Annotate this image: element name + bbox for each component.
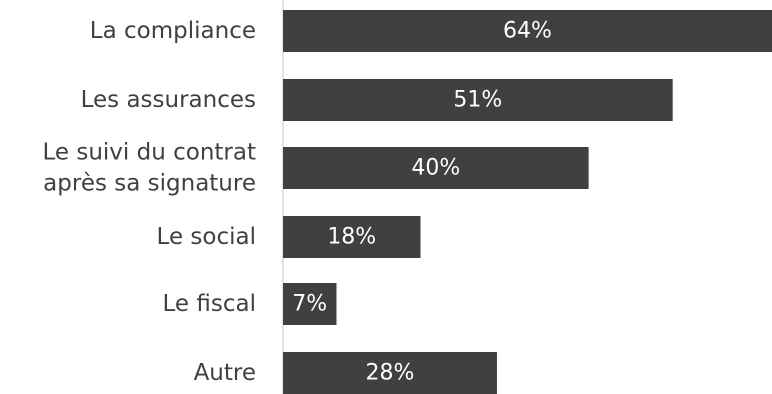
- bar-5: [283, 352, 497, 394]
- data-label-1: 51%: [453, 88, 502, 113]
- category-label-0: La compliance: [90, 18, 256, 44]
- bars-group: [283, 10, 772, 394]
- data-label-3: 18%: [327, 225, 376, 250]
- category-label-2-line-1: après sa signature: [43, 171, 256, 197]
- bar-1: [283, 79, 673, 121]
- category-label-5: Autre: [194, 360, 256, 386]
- bar-2: [283, 147, 589, 189]
- data-labels-group: 64% 51% 40% 18% 7% 28%: [292, 19, 552, 386]
- bar-0: [283, 10, 772, 52]
- category-label-3: Le social: [157, 224, 256, 250]
- bar-3: [283, 216, 421, 258]
- category-labels-group: La compliance Les assurances Le suivi du c…: [42, 18, 256, 386]
- data-label-5: 28%: [366, 361, 415, 386]
- data-label-2: 40%: [411, 156, 460, 181]
- category-label-4: Le fiscal: [163, 291, 256, 317]
- category-label-1: Les assurances: [81, 87, 256, 113]
- bar-4: [283, 283, 337, 325]
- category-label-2-line-0: Le suivi du contrat: [42, 140, 256, 166]
- data-label-4: 7%: [292, 292, 327, 317]
- data-label-0: 64%: [503, 19, 552, 44]
